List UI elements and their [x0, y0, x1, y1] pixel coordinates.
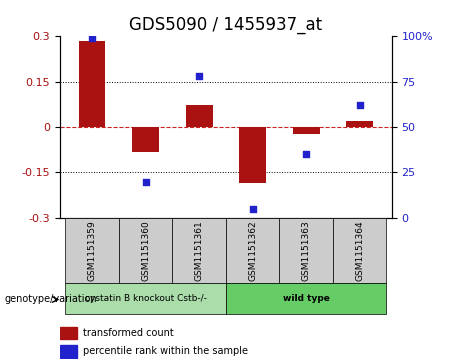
Text: GSM1151359: GSM1151359	[88, 220, 96, 281]
Bar	[79, 41, 106, 127]
Text: GSM1151363: GSM1151363	[301, 220, 311, 281]
Point	[249, 206, 256, 212]
FancyBboxPatch shape	[333, 218, 386, 283]
Point	[89, 35, 96, 41]
Bar	[132, 127, 159, 152]
Text: wild type: wild type	[283, 294, 330, 303]
Bar	[346, 121, 373, 127]
Text: GSM1151361: GSM1151361	[195, 220, 204, 281]
FancyBboxPatch shape	[226, 218, 279, 283]
FancyBboxPatch shape	[279, 218, 333, 283]
FancyBboxPatch shape	[172, 218, 226, 283]
Text: GSM1151362: GSM1151362	[248, 220, 257, 281]
Point	[302, 151, 310, 157]
Bar	[60, 327, 77, 339]
Title: GDS5090 / 1455937_at: GDS5090 / 1455937_at	[130, 16, 322, 34]
Point	[142, 179, 149, 184]
FancyBboxPatch shape	[226, 283, 386, 314]
Bar	[239, 127, 266, 183]
Text: GSM1151360: GSM1151360	[141, 220, 150, 281]
Bar	[186, 105, 213, 127]
FancyBboxPatch shape	[119, 218, 172, 283]
Bar	[293, 127, 319, 134]
Point	[195, 73, 203, 79]
Bar	[60, 345, 77, 358]
Text: transformed count: transformed count	[83, 328, 174, 338]
Text: percentile rank within the sample: percentile rank within the sample	[83, 346, 248, 356]
Text: cystatin B knockout Cstb-/-: cystatin B knockout Cstb-/-	[85, 294, 207, 303]
FancyBboxPatch shape	[65, 283, 226, 314]
Text: genotype/variation: genotype/variation	[5, 294, 97, 305]
FancyBboxPatch shape	[65, 218, 119, 283]
Point	[356, 102, 363, 108]
Text: GSM1151364: GSM1151364	[355, 220, 364, 281]
